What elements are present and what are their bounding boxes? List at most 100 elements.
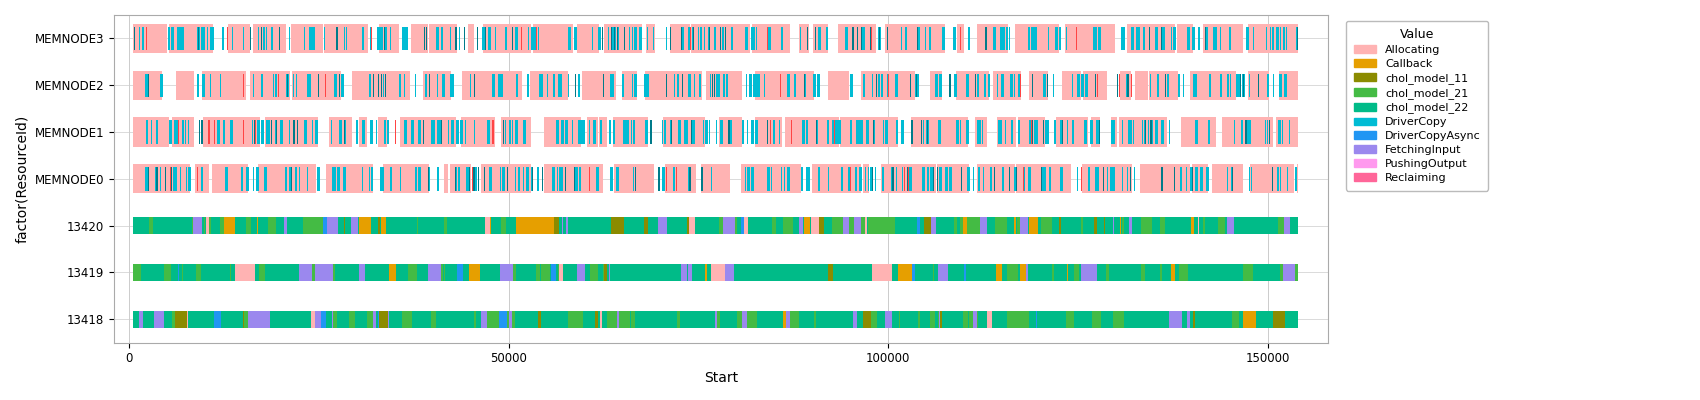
Bar — [201, 27, 204, 50]
Bar — [1052, 264, 1054, 281]
Bar — [396, 264, 400, 281]
Bar — [775, 218, 782, 234]
Bar — [600, 311, 602, 328]
Bar — [731, 27, 733, 50]
Bar — [359, 264, 366, 281]
Bar — [1114, 218, 1119, 234]
Bar — [636, 218, 644, 234]
Bar — [1250, 218, 1260, 234]
Bar — [1105, 218, 1112, 234]
Bar — [1032, 27, 1035, 50]
Bar — [187, 264, 196, 281]
Bar — [389, 311, 401, 328]
Bar — [1161, 311, 1163, 328]
Bar — [886, 120, 889, 144]
Bar — [133, 118, 168, 147]
Bar — [1062, 70, 1081, 100]
Bar — [502, 118, 530, 147]
Bar — [688, 167, 692, 190]
Bar — [848, 167, 850, 190]
Bar — [1193, 74, 1197, 97]
Bar — [746, 264, 756, 281]
Bar — [957, 24, 964, 53]
Bar — [610, 264, 624, 281]
Bar — [454, 311, 462, 328]
Bar — [165, 264, 170, 281]
Bar — [559, 167, 563, 190]
Bar — [774, 120, 775, 144]
Bar — [144, 74, 148, 97]
Bar — [241, 167, 243, 190]
Bar — [677, 311, 680, 328]
Bar — [1187, 311, 1190, 328]
Bar — [1190, 167, 1193, 190]
Bar — [452, 218, 471, 234]
Bar — [512, 311, 515, 328]
Bar — [688, 311, 690, 328]
Bar — [552, 167, 554, 190]
Bar — [993, 27, 996, 50]
Bar — [576, 264, 580, 281]
Bar — [1176, 218, 1190, 234]
Bar — [456, 167, 457, 190]
Bar — [857, 120, 860, 144]
Bar — [736, 218, 741, 234]
Bar — [1013, 167, 1015, 190]
Bar — [235, 264, 255, 281]
Bar — [163, 264, 165, 281]
Bar — [678, 120, 682, 144]
Bar — [189, 167, 190, 190]
Bar — [862, 27, 865, 50]
Bar — [706, 311, 711, 328]
Bar — [367, 311, 374, 328]
Bar — [1290, 218, 1294, 234]
Bar — [1081, 264, 1095, 281]
Bar — [707, 264, 711, 281]
Bar — [1188, 264, 1193, 281]
Bar — [532, 24, 573, 53]
Bar — [741, 264, 743, 281]
Bar — [241, 218, 246, 234]
Bar — [1034, 311, 1035, 328]
Bar — [966, 120, 969, 144]
Bar — [428, 167, 430, 190]
Bar — [876, 311, 877, 328]
Bar — [629, 218, 631, 234]
Bar — [927, 120, 930, 144]
Bar — [1127, 24, 1175, 53]
Bar — [755, 70, 814, 100]
Bar — [631, 218, 636, 234]
Bar — [840, 118, 898, 147]
Bar — [362, 27, 364, 50]
Bar — [1078, 264, 1081, 281]
Bar — [546, 311, 551, 328]
Bar — [578, 218, 588, 234]
Bar — [1190, 311, 1193, 328]
Bar — [1090, 118, 1100, 147]
Bar — [563, 264, 571, 281]
Bar — [1202, 311, 1207, 328]
Bar — [527, 311, 539, 328]
Bar — [449, 27, 450, 50]
Bar — [163, 218, 192, 234]
Bar — [1192, 27, 1195, 50]
Bar — [864, 311, 870, 328]
Bar — [1078, 218, 1081, 234]
Bar — [490, 167, 491, 190]
Bar — [960, 218, 964, 234]
Bar — [974, 218, 979, 234]
Bar — [945, 167, 949, 190]
Bar — [1153, 218, 1159, 234]
Bar — [631, 311, 636, 328]
Bar — [682, 27, 683, 50]
Bar — [1059, 120, 1062, 144]
Bar — [219, 218, 224, 234]
Bar — [1003, 264, 1006, 281]
Bar — [731, 120, 733, 144]
Bar — [1195, 167, 1198, 190]
Bar — [823, 311, 831, 328]
Bar — [843, 264, 860, 281]
Bar — [901, 311, 911, 328]
Bar — [552, 74, 554, 97]
Bar — [911, 311, 918, 328]
